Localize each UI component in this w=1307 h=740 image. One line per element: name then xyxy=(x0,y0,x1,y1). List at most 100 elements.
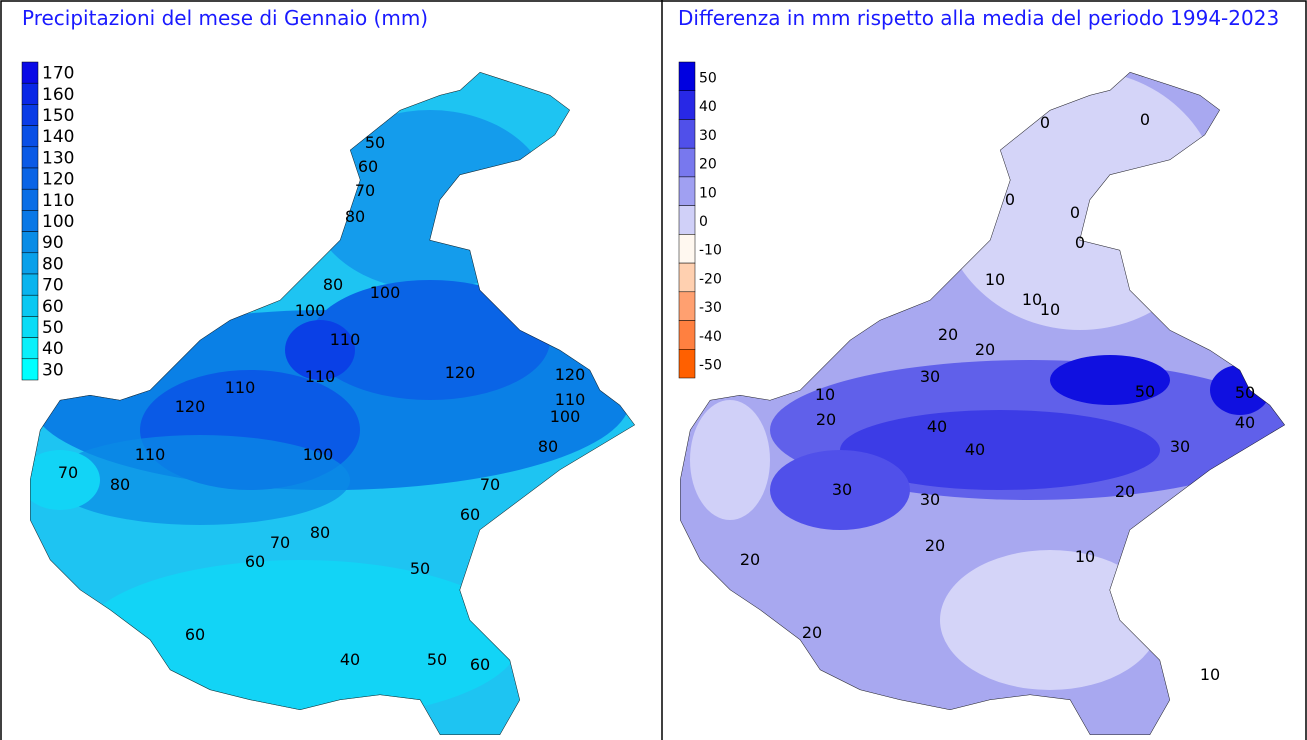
legend-label: 30 xyxy=(42,360,64,380)
contour-label: 0 xyxy=(1040,113,1050,132)
panel-title: Differenza in mm rispetto alla media del… xyxy=(678,6,1280,30)
contour-label: 80 xyxy=(110,475,130,494)
legend-label: 160 xyxy=(42,85,74,105)
legend-label: 90 xyxy=(42,233,64,253)
legend-swatch xyxy=(21,188,39,211)
contour-label: 120 xyxy=(175,397,206,416)
contour-label: 80 xyxy=(538,437,558,456)
contour-label: 30 xyxy=(920,490,940,509)
legend-label: 70 xyxy=(42,276,64,296)
contour-label: 100 xyxy=(303,445,334,464)
contour-label: 110 xyxy=(135,445,166,464)
contour-label: 20 xyxy=(975,340,995,359)
legend-swatch xyxy=(678,291,696,321)
legend-swatch xyxy=(21,316,39,338)
legend-swatch xyxy=(678,147,696,178)
contour-label: 40 xyxy=(927,417,947,436)
legend-swatch xyxy=(21,104,39,126)
legend-label: -20 xyxy=(699,271,722,287)
contour-label: 50 xyxy=(427,650,447,669)
legend-swatch xyxy=(21,358,39,381)
contour-label: 110 xyxy=(330,330,361,349)
contour-label: 60 xyxy=(245,552,265,571)
legend-label: 130 xyxy=(42,148,74,168)
contour-label: 10 xyxy=(1200,665,1220,684)
legend-swatch xyxy=(21,231,39,254)
legend-label: -30 xyxy=(699,300,722,316)
legend-label: 0 xyxy=(699,214,708,230)
legend-swatch xyxy=(678,119,696,149)
contour-label: 120 xyxy=(555,365,586,384)
legend-swatch xyxy=(678,61,696,91)
legend-swatch xyxy=(678,205,696,235)
contour-label: 20 xyxy=(802,623,822,642)
contour-label: 40 xyxy=(340,650,360,669)
contour-label: 50 xyxy=(1235,383,1255,402)
contour-label: 50 xyxy=(1135,382,1155,401)
legend-label: -10 xyxy=(699,243,722,259)
contour-label: 50 xyxy=(365,133,385,152)
contour-label: 100 xyxy=(370,283,401,302)
legend-swatch xyxy=(678,349,696,379)
contour-label: 120 xyxy=(445,363,476,382)
legend-label: 20 xyxy=(699,157,717,173)
difference-map xyxy=(680,72,1285,735)
legend-label: 170 xyxy=(42,64,74,84)
legend-swatch xyxy=(678,262,696,293)
legend-label: -40 xyxy=(699,329,722,345)
legend-label: 110 xyxy=(42,191,74,211)
legend-label: 40 xyxy=(699,99,717,115)
precip-map xyxy=(30,72,635,735)
legend-swatch xyxy=(21,337,39,360)
contour-label: 0 xyxy=(1005,190,1015,209)
contour-label: 20 xyxy=(740,550,760,569)
contour-label: 110 xyxy=(225,378,256,397)
legend-swatch xyxy=(678,320,696,350)
contour-label: 20 xyxy=(816,410,836,429)
legend-swatch xyxy=(678,90,696,120)
legend-label: 50 xyxy=(42,318,64,338)
contour-label: 20 xyxy=(1115,482,1135,501)
panel-title: Precipitazioni del mese di Gennaio (mm) xyxy=(22,6,429,30)
legend-label: 100 xyxy=(42,212,74,232)
contour-label: 60 xyxy=(470,655,490,674)
legend-swatch xyxy=(21,146,39,169)
legend-label: 60 xyxy=(42,297,64,317)
legend-swatch xyxy=(678,234,696,264)
contour-label: 40 xyxy=(1235,413,1255,432)
contour-label: 40 xyxy=(965,440,985,459)
legend-swatch xyxy=(21,61,39,84)
legend-label: -50 xyxy=(699,358,722,374)
legend-label: 80 xyxy=(42,254,64,274)
legend-swatch xyxy=(21,210,39,232)
contour-label: 10 xyxy=(815,385,835,404)
legend-label: 40 xyxy=(42,339,64,359)
legend-swatch xyxy=(21,294,39,317)
contour-label: 10 xyxy=(1022,290,1042,309)
contour-label: 10 xyxy=(1040,300,1060,319)
legend-label: 150 xyxy=(42,106,74,126)
contour-label: 110 xyxy=(555,390,586,409)
legend-label: 10 xyxy=(699,185,717,201)
contour-label: 50 xyxy=(410,559,430,578)
contour-label: 30 xyxy=(920,367,940,386)
contour-label: 80 xyxy=(310,523,330,542)
contour-label: 10 xyxy=(1075,547,1095,566)
legend-swatch xyxy=(21,125,39,148)
legend-swatch xyxy=(21,273,39,296)
contour-label: 70 xyxy=(58,463,78,482)
contour-label: 70 xyxy=(480,475,500,494)
contour-label: 80 xyxy=(345,207,365,226)
legend-swatch xyxy=(21,252,39,275)
legend-label: 50 xyxy=(699,70,717,86)
contour-label: 60 xyxy=(460,505,480,524)
contour-label: 60 xyxy=(185,625,205,644)
contour-label: 10 xyxy=(985,270,1005,289)
contour-label: 0 xyxy=(1075,233,1085,252)
contour-label: 0 xyxy=(1140,110,1150,129)
legend-label: 140 xyxy=(42,127,74,147)
contour-label: 70 xyxy=(355,181,375,200)
contour-label: 110 xyxy=(305,367,336,386)
